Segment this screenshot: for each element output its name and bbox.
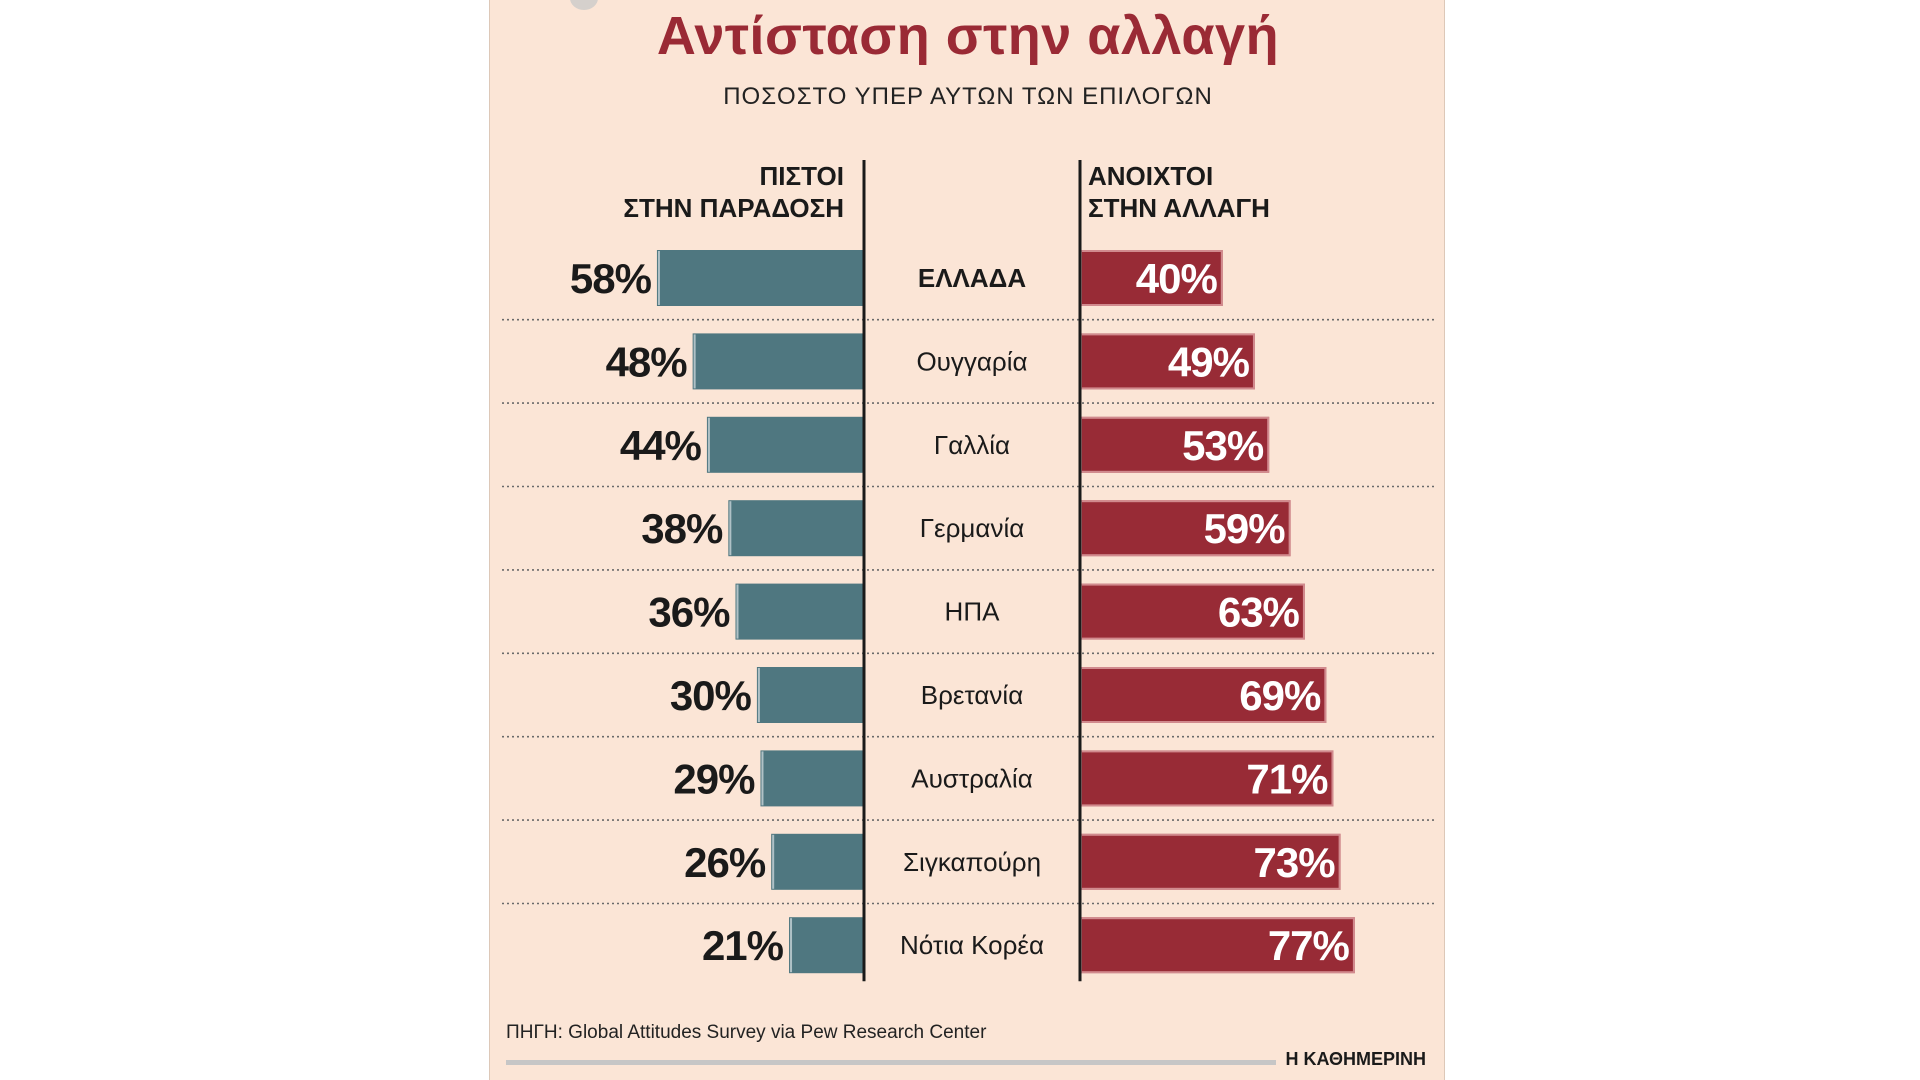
label-change-5: 69% — [1239, 672, 1321, 719]
category-label-7: Σιγκαπούρη — [903, 847, 1041, 877]
category-label-1: Ουγγαρία — [916, 346, 1027, 376]
butterfly-bar-chart: 58% 40% ΕΛΛΑΔΑ 48% 49% Ουγγαρία 44% 53% Γαλλία 38… — [502, 160, 1435, 982]
label-change-3: 59% — [1204, 505, 1286, 552]
bar-tradition-edge-0 — [657, 251, 660, 305]
label-change-7: 73% — [1254, 839, 1336, 886]
footer-rule — [506, 1060, 1276, 1065]
bar-tradition-6 — [760, 750, 864, 807]
category-label-8: Νότια Κορέα — [900, 930, 1044, 960]
label-change-0: 40% — [1136, 255, 1218, 302]
bar-tradition-edge-7 — [772, 834, 775, 889]
category-label-2: Γαλλία — [934, 430, 1010, 460]
label-change-2: 53% — [1182, 422, 1264, 469]
bar-tradition-edge-5 — [757, 668, 760, 722]
bar-tradition-edge-4 — [736, 584, 739, 639]
label-tradition-2: 44% — [620, 422, 702, 469]
legend-tradition: ΠΙΣΤΟΙ ΣΤΗΝ ΠΑΡΑΔΟΣΗ — [623, 160, 844, 224]
category-label-3: Γερμανία — [920, 513, 1025, 543]
chart-subtitle: ΠΟΣΟΣΤΟ ΥΠΕΡ ΑΥΤΩΝ ΤΩΝ ΕΠΙΛΟΓΩΝ — [723, 83, 1213, 110]
bar-change-7 — [1080, 833, 1341, 890]
bar-tradition-5 — [756, 667, 864, 723]
bar-change-4 — [1080, 583, 1305, 640]
category-label-4: ΗΠΑ — [945, 597, 1001, 627]
legend-change: ΑΝΟΙΧΤΟΙ ΣΤΗΝ ΑΛΛΑΓΗ — [1088, 160, 1270, 224]
label-change-1: 49% — [1168, 338, 1250, 385]
bar-change-3 — [1080, 500, 1291, 557]
category-label-5: Βρετανία — [921, 680, 1023, 710]
bar-tradition-edge-1 — [693, 334, 696, 389]
bar-tradition-edge-2 — [707, 417, 710, 472]
bar-change-1 — [1080, 333, 1255, 390]
category-label-0: ΕΛΛΑΔΑ — [918, 263, 1026, 293]
legend-tradition-line2: ΣΤΗΝ ΠΑΡΑΔΟΣΗ — [623, 193, 844, 223]
label-change-6: 71% — [1246, 755, 1328, 802]
pin-icon — [570, 0, 598, 10]
label-tradition-5: 30% — [670, 672, 752, 719]
legend-change-line2: ΣΤΗΝ ΑΛΛΑΓΗ — [1088, 193, 1270, 223]
bar-change-2 — [1080, 416, 1270, 473]
bar-change-0 — [1080, 250, 1223, 306]
bar-change-6 — [1080, 750, 1334, 807]
source-note: ΠΗΓΗ: Global Attitudes Survey via Pew Re… — [506, 1022, 987, 1043]
bar-change-8 — [1080, 917, 1355, 974]
label-tradition-8: 21% — [702, 922, 784, 969]
category-label-6: Αυστραλία — [911, 763, 1033, 793]
bar-change-5 — [1080, 667, 1327, 723]
publisher-logo: Η ΚΑΘΗΜΕΡΙΝΗ — [1285, 1049, 1426, 1069]
bar-tradition-3 — [728, 500, 864, 557]
infographic-panel: Αντίσταση στην αλλαγή ΠΟΣΟΣΤΟ ΥΠΕΡ ΑΥΤΩΝ… — [489, 0, 1445, 1080]
label-tradition-6: 29% — [673, 755, 755, 802]
bar-tradition-7 — [771, 833, 864, 890]
bar-tradition-edge-3 — [729, 501, 732, 556]
bar-tradition-8 — [789, 917, 864, 974]
bar-tradition-2 — [706, 416, 864, 473]
label-tradition-3: 38% — [641, 505, 723, 552]
bar-tradition-4 — [735, 583, 864, 640]
label-tradition-0: 58% — [570, 255, 652, 302]
label-change-4: 63% — [1218, 589, 1300, 636]
label-tradition-1: 48% — [606, 338, 688, 385]
bar-tradition-edge-8 — [790, 918, 793, 973]
bar-tradition-edge-6 — [761, 751, 764, 806]
chart-title: Αντίσταση στην αλλαγή — [656, 6, 1280, 66]
label-tradition-4: 36% — [648, 589, 730, 636]
legend-change-line1: ΑΝΟΙΧΤΟΙ — [1088, 161, 1214, 191]
legend-tradition-line1: ΠΙΣΤΟΙ — [759, 161, 844, 191]
label-tradition-7: 26% — [684, 839, 766, 886]
label-change-8: 77% — [1268, 922, 1350, 969]
bar-tradition-1 — [692, 333, 864, 390]
bar-tradition-0 — [656, 250, 864, 306]
